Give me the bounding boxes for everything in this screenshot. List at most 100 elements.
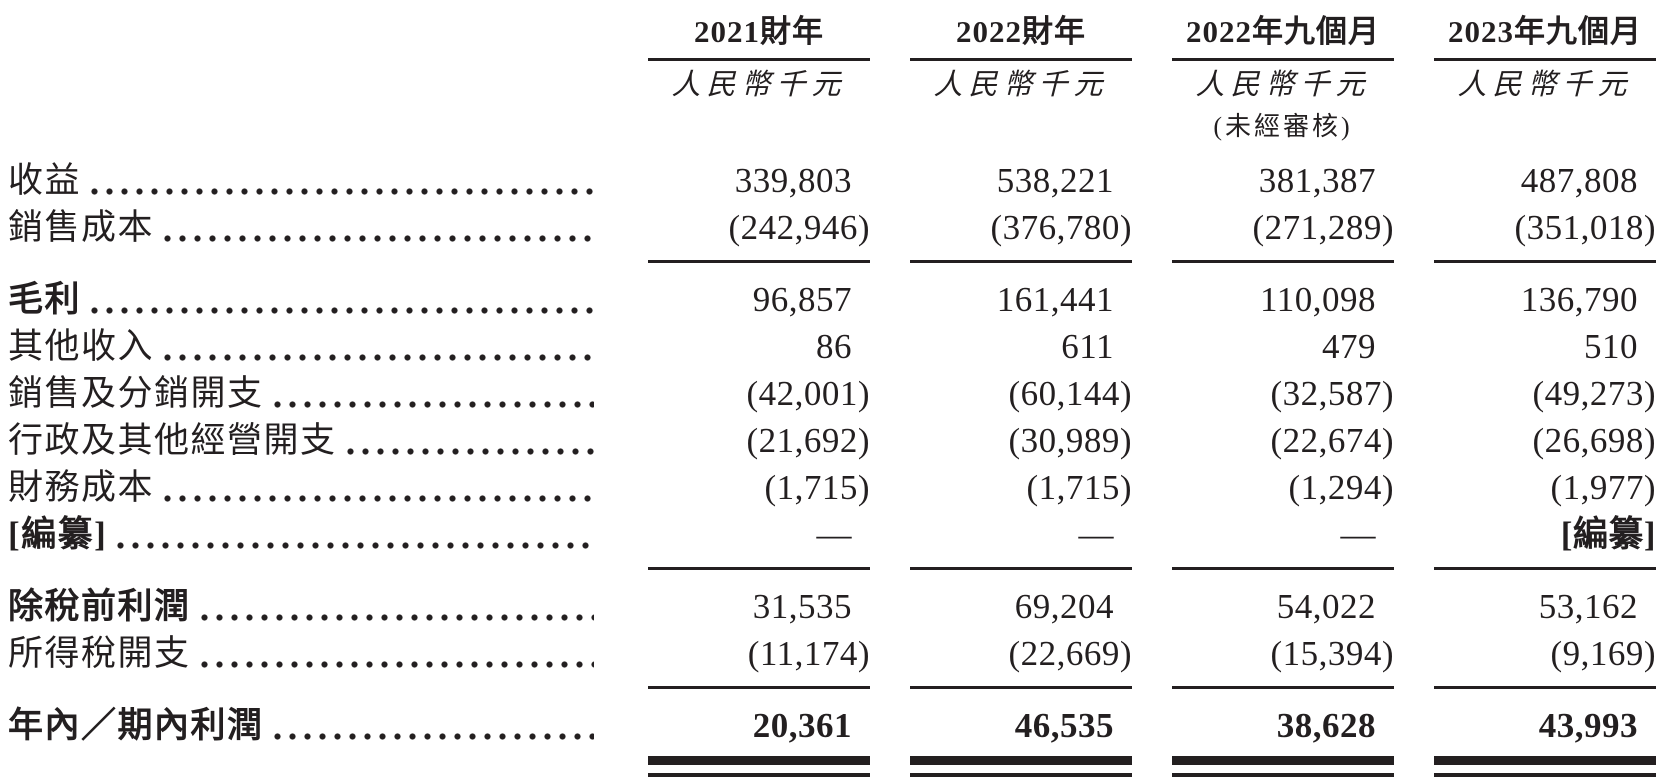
value-cell: 339,803 bbox=[608, 157, 870, 204]
value-cell: (242,946) bbox=[608, 204, 870, 263]
dot-leader bbox=[164, 495, 594, 502]
value-cell: 53,162 bbox=[1394, 583, 1656, 630]
value-cell: (49,273) bbox=[1394, 370, 1656, 417]
value-cell: 69,204 bbox=[870, 583, 1132, 630]
value: (242,946) bbox=[728, 208, 870, 247]
value-cell: 46,535 bbox=[870, 702, 1132, 777]
value-cell: 136,790 bbox=[1394, 276, 1656, 323]
value: (1,294) bbox=[1288, 468, 1394, 507]
value: (21,692) bbox=[746, 421, 870, 460]
value: 69,204 bbox=[1014, 587, 1114, 626]
row-label: 年內／期內利潤 bbox=[8, 706, 264, 745]
value-cell: (1,977) bbox=[1394, 464, 1656, 511]
value: 136,790 bbox=[1520, 280, 1638, 319]
currency-unit-label: 人民幣千元 bbox=[1457, 69, 1633, 101]
value: (30,989) bbox=[1008, 421, 1132, 460]
value-cell: (1,715) bbox=[608, 464, 870, 511]
value: [編纂] bbox=[1560, 515, 1656, 554]
value-cell: (15,394) bbox=[1132, 630, 1394, 689]
dot-leader bbox=[273, 733, 594, 740]
value-cell: — bbox=[870, 511, 1132, 570]
column-header-fy2021: 2021財年 bbox=[608, 12, 870, 61]
value: 54,022 bbox=[1276, 587, 1376, 626]
dot-leader bbox=[200, 661, 594, 668]
value: 53,162 bbox=[1538, 587, 1638, 626]
unit-cell: 人民幣千元 bbox=[1394, 61, 1656, 109]
value-cell: 54,022 bbox=[1132, 583, 1394, 630]
unit-cell: 人民幣千元 bbox=[1132, 61, 1394, 109]
column-header-label: 2023年九個月 bbox=[1434, 12, 1656, 61]
value: 110,098 bbox=[1260, 280, 1376, 319]
unit-cell: 人民幣千元 bbox=[608, 61, 870, 109]
value: 86 bbox=[816, 327, 852, 366]
currency-unit-label: 人民幣千元 bbox=[933, 69, 1109, 101]
value-cell-redacted: [編纂] bbox=[1394, 511, 1656, 570]
value-cell: (60,144) bbox=[870, 370, 1132, 417]
column-header-label: 2022財年 bbox=[910, 12, 1132, 61]
value: (351,018) bbox=[1514, 208, 1656, 247]
value: (22,674) bbox=[1270, 421, 1394, 460]
table-row-selling-distribution-expenses: 銷售及分銷開支 (42,001) (60,144) (32,587) (49,2… bbox=[8, 370, 1660, 417]
dot-leader bbox=[91, 307, 594, 314]
value: 487,808 bbox=[1520, 161, 1638, 200]
note-cell: (未經審核) bbox=[1132, 109, 1394, 149]
row-label: 所得稅開支 bbox=[8, 634, 191, 673]
notes-label-spacer bbox=[8, 109, 608, 149]
value: (22,669) bbox=[1008, 634, 1132, 673]
value: — bbox=[1340, 515, 1376, 554]
value-cell: (271,289) bbox=[1132, 204, 1394, 263]
dot-leader bbox=[200, 614, 594, 621]
value: 510 bbox=[1584, 327, 1638, 366]
value-cell: 20,361 bbox=[608, 702, 870, 777]
value: 611 bbox=[1061, 327, 1114, 366]
row-label-cell: 年內／期內利潤 bbox=[8, 702, 608, 749]
value-cell: 538,221 bbox=[870, 157, 1132, 204]
currency-unit-label: 人民幣千元 bbox=[1195, 69, 1371, 101]
table-row-income-tax-expense: 所得稅開支 (11,174) (22,669) (15,394) (9,169) bbox=[8, 630, 1660, 689]
row-label-cell: 其他收入 bbox=[8, 323, 608, 370]
value-cell: (32,587) bbox=[1132, 370, 1394, 417]
value: (26,698) bbox=[1532, 421, 1656, 460]
note-cell bbox=[608, 109, 870, 149]
value: (11,174) bbox=[747, 634, 870, 673]
value-cell: (22,669) bbox=[870, 630, 1132, 689]
row-label-cell: 銷售成本 bbox=[8, 204, 608, 251]
table-row-profit-for-the-period: 年內／期內利潤 20,361 46,535 38,628 43,993 bbox=[8, 702, 1660, 777]
value: 381,387 bbox=[1258, 161, 1376, 200]
value-cell: (21,692) bbox=[608, 417, 870, 464]
value: (1,715) bbox=[764, 468, 870, 507]
table-row-profit-before-tax: 除稅前利潤 31,535 69,204 54,022 53,162 bbox=[8, 583, 1660, 630]
value-cell: 487,808 bbox=[1394, 157, 1656, 204]
table-row-revenue: 收益 339,803 538,221 381,387 487,808 bbox=[8, 157, 1660, 204]
value: 479 bbox=[1322, 327, 1376, 366]
note-cell bbox=[870, 109, 1132, 149]
unit-cell: 人民幣千元 bbox=[870, 61, 1132, 109]
note-cell bbox=[1394, 109, 1656, 149]
row-label-cell: 所得稅開支 bbox=[8, 630, 608, 677]
value: (1,715) bbox=[1026, 468, 1132, 507]
value: 538,221 bbox=[996, 161, 1114, 200]
value-cell: 96,857 bbox=[608, 276, 870, 323]
row-label: 行政及其他經營開支 bbox=[8, 421, 337, 460]
table-header-row: 2021財年 2022財年 2022年九個月 2023年九個月 bbox=[8, 12, 1660, 61]
value-cell: (11,174) bbox=[608, 630, 870, 689]
value: (1,977) bbox=[1550, 468, 1656, 507]
value-cell: (376,780) bbox=[870, 204, 1132, 263]
value: 31,535 bbox=[752, 587, 852, 626]
value-cell: 86 bbox=[608, 323, 870, 370]
dot-leader bbox=[273, 401, 594, 408]
table-units-row: 人民幣千元 人民幣千元 人民幣千元 人民幣千元 bbox=[8, 61, 1660, 109]
value-cell: 381,387 bbox=[1132, 157, 1394, 204]
row-label: 毛利 bbox=[8, 280, 82, 319]
value: (376,780) bbox=[990, 208, 1132, 247]
row-label-cell: 除稅前利潤 bbox=[8, 583, 608, 630]
row-label: 其他收入 bbox=[8, 327, 155, 366]
row-label: 銷售成本 bbox=[8, 208, 155, 247]
value-cell: 38,628 bbox=[1132, 702, 1394, 777]
value-cell: 161,441 bbox=[870, 276, 1132, 323]
value: 161,441 bbox=[996, 280, 1114, 319]
row-label: [編纂] bbox=[8, 515, 108, 554]
column-header-9m2023: 2023年九個月 bbox=[1394, 12, 1656, 61]
table-row-finance-costs: 財務成本 (1,715) (1,715) (1,294) (1,977) bbox=[8, 464, 1660, 511]
dot-leader bbox=[117, 542, 594, 549]
